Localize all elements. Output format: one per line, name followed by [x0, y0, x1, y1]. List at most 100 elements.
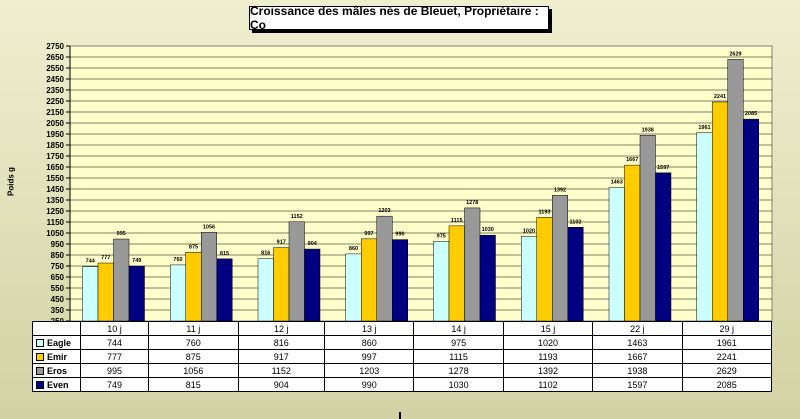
table-cell: 904: [237, 377, 326, 392]
bar-eros: [113, 238, 130, 322]
category-label: 29 j: [681, 321, 773, 336]
bar-emir: [536, 217, 553, 322]
y-tick-label: 750: [51, 262, 65, 271]
bar-even: [479, 234, 496, 322]
table-cell: 2241: [681, 349, 773, 364]
bar-eagle: [608, 187, 625, 322]
y-tick-label: 2250: [46, 97, 64, 106]
table-cell: 2085: [681, 377, 773, 392]
bar-eros: [376, 215, 393, 322]
bar-emir: [448, 225, 465, 322]
table-cell: 1030: [413, 377, 504, 392]
data-label: 1102: [570, 219, 582, 225]
bar-emir: [185, 252, 202, 322]
legend-entry: Emir: [32, 349, 81, 364]
category-label: 14 j: [413, 321, 504, 336]
data-label: 1203: [378, 208, 390, 214]
legend-swatch: [36, 338, 44, 347]
bar-emir: [624, 164, 641, 322]
y-tick-label: 1350: [46, 196, 64, 205]
data-label: 975: [437, 233, 446, 239]
bar-even: [216, 258, 233, 322]
bar-eagle: [82, 266, 99, 322]
data-label: 904: [308, 241, 318, 247]
table-cell: 1115: [413, 349, 504, 364]
data-label: 1020: [523, 228, 535, 234]
table-cell: 1961: [681, 335, 773, 350]
y-tick-label: 1450: [46, 185, 64, 194]
table-row: Emir 777 875 917 997 1115 1193 1667 2241: [32, 349, 773, 364]
category-label: 12 j: [237, 321, 326, 336]
legend-entry: Even: [32, 377, 81, 392]
y-tick-label: 1550: [46, 174, 64, 183]
category-label: 13 j: [324, 321, 415, 336]
data-label: 1597: [657, 165, 669, 171]
data-label: 917: [277, 240, 286, 246]
table-cell: 1463: [592, 335, 683, 350]
legend-swatch: [36, 380, 44, 389]
bar-eros: [639, 135, 656, 322]
y-tick-label: 1850: [46, 141, 64, 150]
data-label: 990: [395, 232, 404, 238]
y-tick-label: 650: [51, 273, 65, 282]
series-name: Eagle: [47, 337, 72, 348]
data-label: 815: [220, 251, 229, 257]
data-labels: 744 777 995 749 760 875 1056 815 816 917 1152 904 86…: [86, 51, 757, 264]
legend-entry: Eagle: [32, 335, 81, 350]
bar-even: [655, 172, 672, 322]
table-cell: 1203: [324, 363, 415, 378]
data-label: 1278: [466, 200, 478, 206]
category-label: 11 j: [148, 321, 239, 336]
data-label: 1193: [539, 209, 551, 215]
bar-even: [392, 239, 408, 322]
y-tick-label: 450: [51, 295, 65, 304]
bar-eros: [201, 232, 217, 322]
table-cell: 860: [324, 335, 415, 350]
table-corner-cell: [32, 321, 81, 336]
y-tick-label: 350: [51, 306, 65, 315]
data-label: 2629: [729, 51, 741, 57]
bar-even: [567, 227, 584, 322]
bar-emir: [361, 238, 377, 322]
y-tick-label: 2450: [46, 75, 64, 84]
bar-emir: [273, 247, 290, 322]
y-tick-label: 850: [51, 251, 65, 260]
data-label: 1115: [451, 218, 463, 224]
data-label: 875: [189, 244, 198, 250]
data-label: 2241: [714, 94, 726, 100]
data-label: 995: [117, 231, 126, 237]
y-axis-ticks: 2503504505506507508509501050115012501350…: [46, 42, 71, 326]
series-name: Eros: [47, 365, 68, 376]
table-cell: 777: [79, 349, 150, 364]
table-cell: 744: [79, 335, 150, 350]
table-row: Eros 995 1056 1152 1203 1278 1392 1938 2629: [32, 363, 773, 378]
table-cell: 2629: [681, 363, 773, 378]
y-tick-label: 1250: [46, 207, 64, 216]
category-label: 15 j: [502, 321, 594, 336]
data-label: 1056: [203, 224, 215, 230]
table-row: Eagle 744 760 816 860 975 1020 1463 1961: [32, 335, 773, 350]
table-cell: 1278: [413, 363, 504, 378]
legend-swatch: [36, 352, 44, 361]
data-label: 816: [261, 251, 270, 257]
bar-emir: [97, 262, 114, 322]
bars: [82, 59, 759, 322]
category-label: 10 j: [79, 321, 150, 336]
data-label: 997: [364, 231, 373, 237]
bar-emir: [712, 101, 728, 322]
bar-eros: [288, 221, 305, 322]
y-tick-label: 950: [51, 240, 65, 249]
table-row: Even 749 815 904 990 1030 1102 1597 2085: [32, 377, 773, 392]
data-label: 1961: [698, 125, 710, 131]
y-tick-label: 2050: [46, 119, 64, 128]
data-label: 1152: [291, 214, 303, 220]
table-header-row: 10 j 11 j 12 j 13 j 14 j 15 j 22 j 29 j: [32, 321, 773, 336]
table-cell: 1193: [502, 349, 594, 364]
data-label: 1463: [611, 180, 623, 186]
data-label: 1392: [554, 187, 566, 193]
y-tick-label: 2650: [46, 53, 64, 62]
y-tick-label: 1950: [46, 130, 64, 139]
table-cell: 917: [237, 349, 326, 364]
bar-eros: [727, 59, 744, 322]
bar-eros: [464, 207, 481, 322]
